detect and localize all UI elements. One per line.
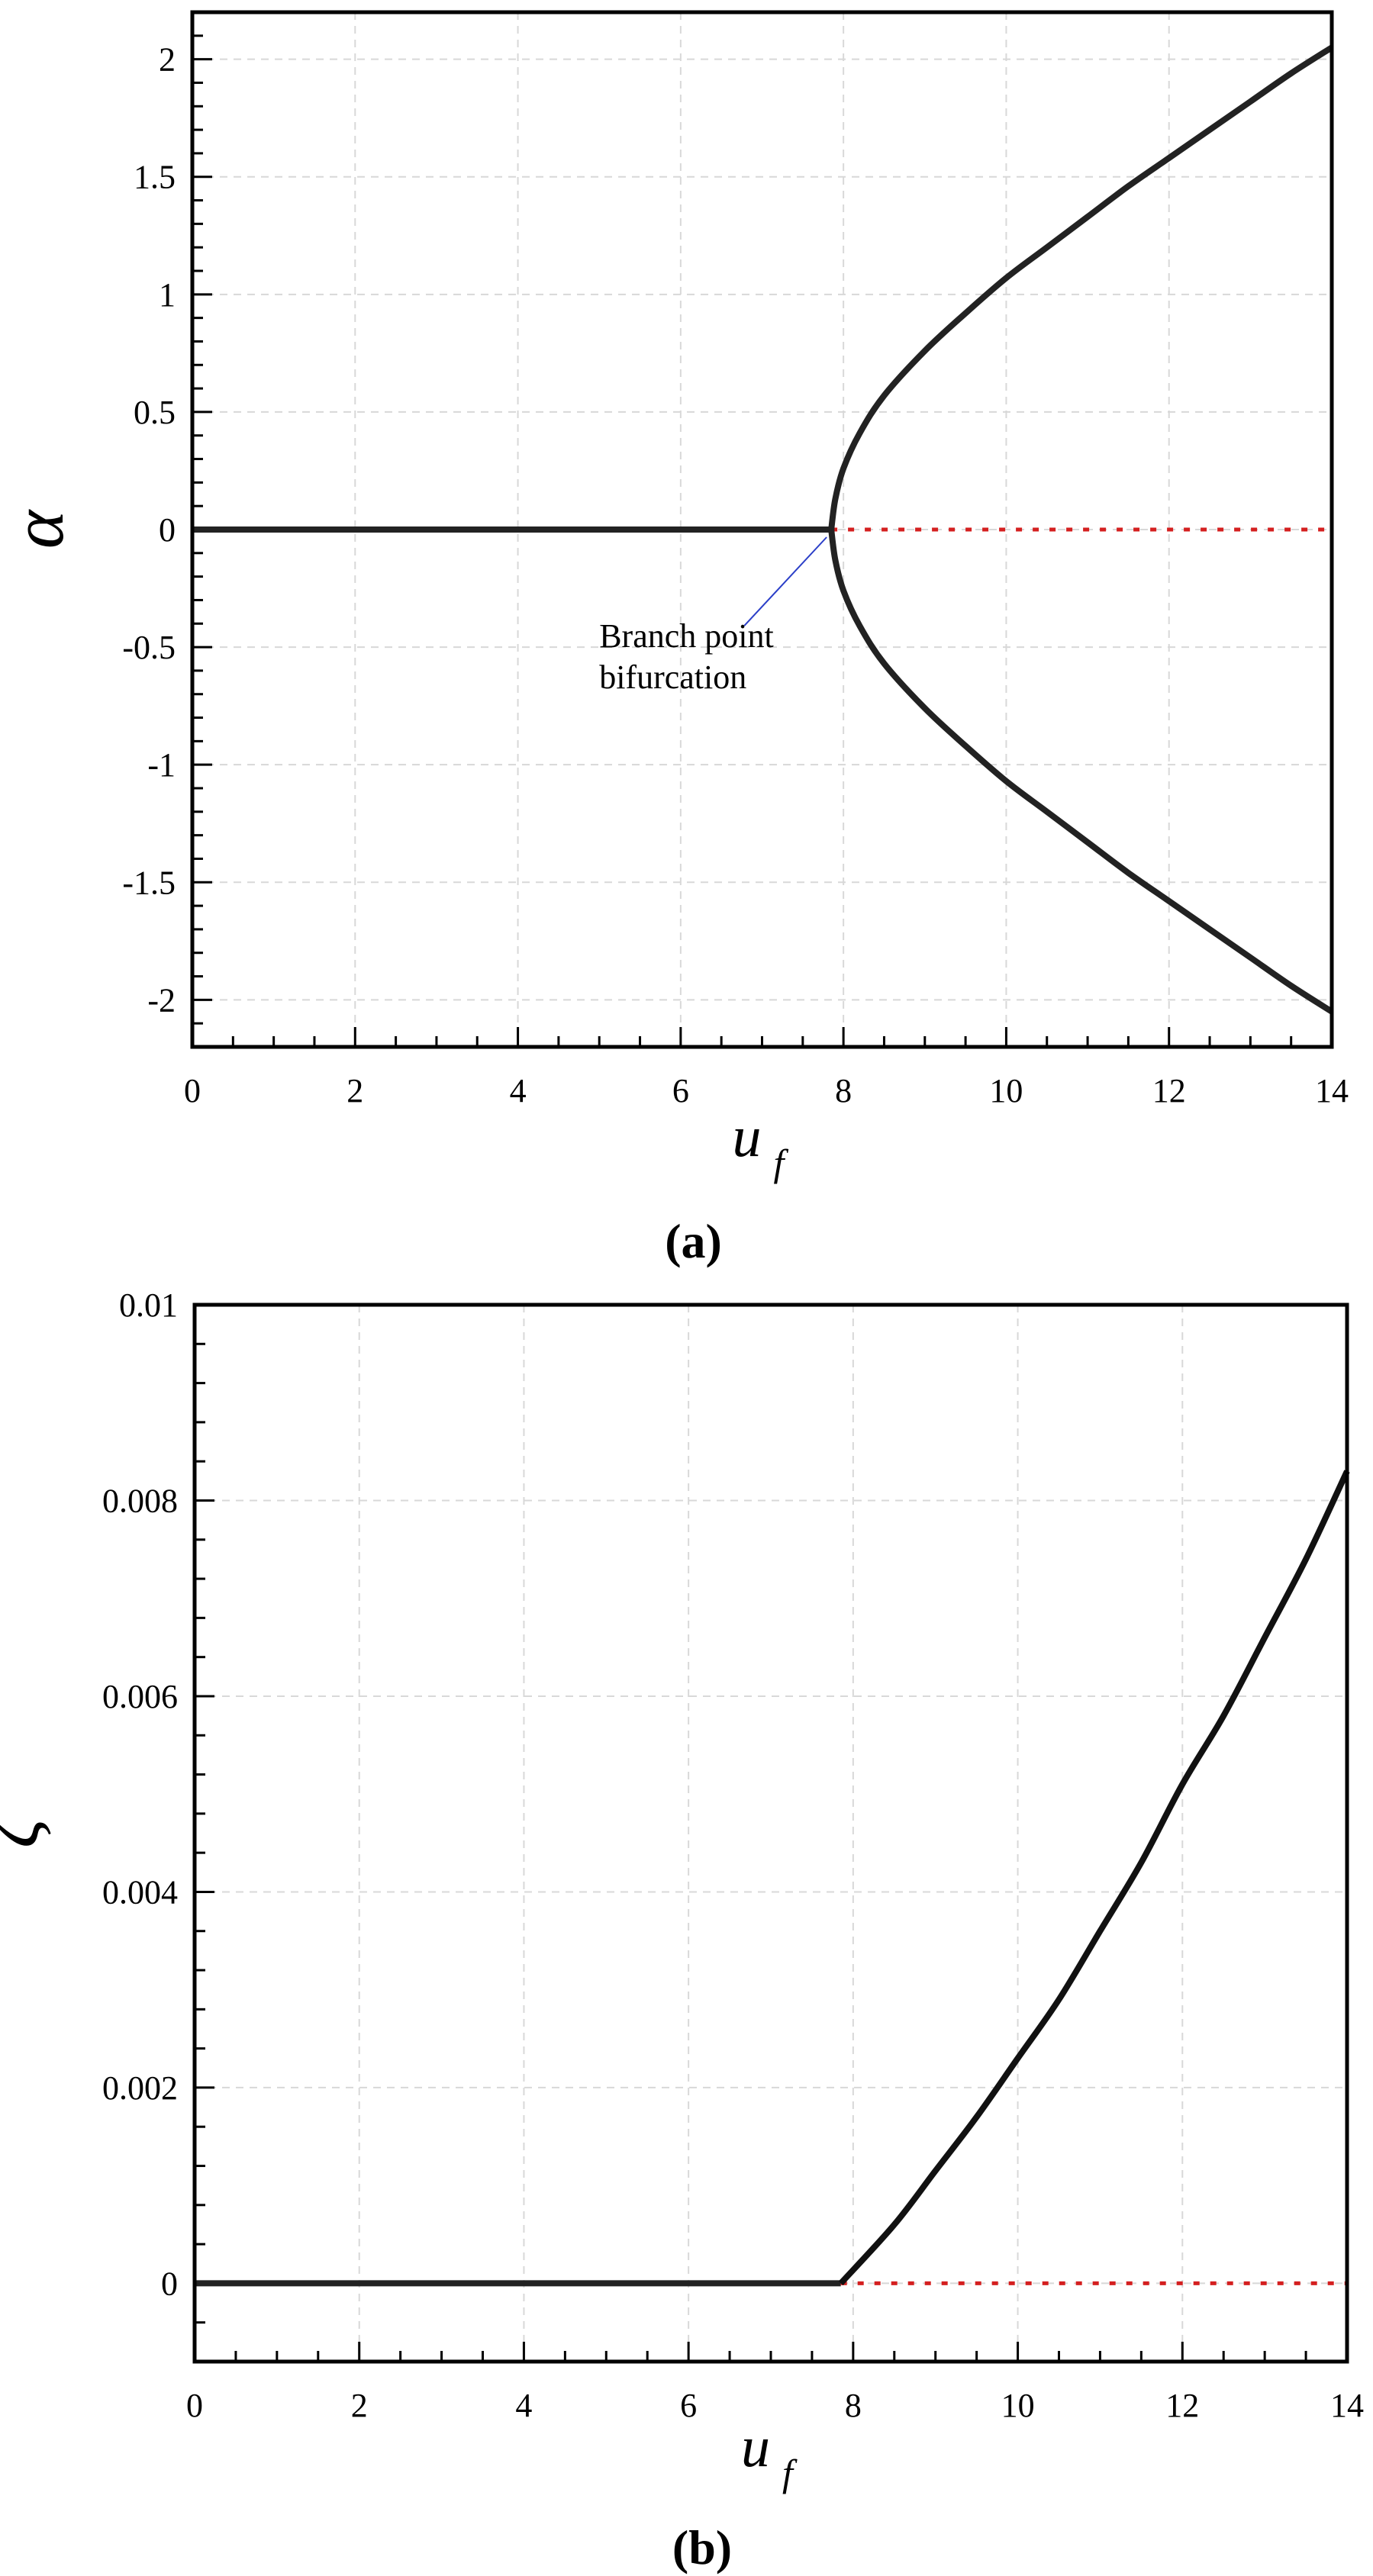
panel-caption: (b) [672, 2520, 732, 2574]
y-tick-label: -1.5 [122, 864, 176, 901]
annotation-text: bifurcation [599, 658, 746, 696]
x-axis-title-subscript: f [782, 2452, 798, 2494]
annotation-leader-line [743, 536, 827, 626]
x-tick-label: 8 [835, 1072, 852, 1109]
y-tick-label: -1 [147, 746, 176, 784]
y-tick-label: 0.008 [102, 1482, 178, 1519]
panel-b-zeta-chart: 0 2 4 6 8 10 12 14 0 0.002 0.004 0.006 0.008 0.01 uf ζ (… [0, 1286, 1364, 2574]
y-tick-label: -0.5 [122, 629, 176, 666]
x-tick-label: 0 [184, 1072, 201, 1109]
y-axis-title: α [0, 509, 79, 549]
annotation-text: Branch point [599, 617, 774, 655]
x-tick-label: 10 [1001, 2387, 1035, 2424]
x-axis-title: u [741, 2415, 770, 2479]
y-tick-label: 0 [159, 511, 176, 549]
y-tick-label: 0.006 [102, 1678, 178, 1715]
y-tick-label: 2 [159, 41, 176, 79]
y-tick-label: 1 [159, 276, 176, 314]
y-axis-title: ζ [0, 1814, 54, 1848]
y-tick-label: 0.004 [102, 1873, 178, 1911]
x-tick-label: 12 [1165, 2387, 1199, 2424]
solution-branch-line [838, 1470, 1350, 2286]
x-tick-label: 0 [186, 2387, 203, 2424]
x-axis-title: u [733, 1105, 762, 1169]
x-tick-label: 8 [845, 2387, 862, 2424]
solution-branch-line [828, 44, 1334, 530]
x-tick-label: 14 [1315, 1072, 1349, 1109]
x-tick-label: 10 [989, 1072, 1023, 1109]
x-tick-label: 14 [1330, 2387, 1364, 2424]
panel-caption: (a) [665, 1214, 722, 1268]
x-tick-label: 12 [1152, 1072, 1186, 1109]
y-tick-label: 0.5 [134, 394, 176, 431]
plot-frame [192, 1302, 1349, 2364]
y-tick-label: 0.002 [102, 2069, 178, 2107]
x-tick-label: 6 [680, 2387, 697, 2424]
x-tick-label: 2 [351, 2387, 368, 2424]
y-tick-label: 0 [161, 2265, 178, 2302]
x-axis-title-subscript: f [774, 1141, 789, 1184]
y-tick-label: -2 [147, 981, 176, 1019]
x-tick-label: 4 [515, 2387, 532, 2424]
x-tick-label: 6 [672, 1072, 689, 1109]
plot-frame [190, 10, 1334, 1049]
x-tick-label: 4 [510, 1072, 527, 1109]
x-tick-label: 2 [346, 1072, 363, 1109]
solution-branch-line [828, 529, 1334, 1015]
y-tick-label: 1.5 [134, 159, 176, 196]
y-tick-label: 0.01 [119, 1286, 178, 1324]
